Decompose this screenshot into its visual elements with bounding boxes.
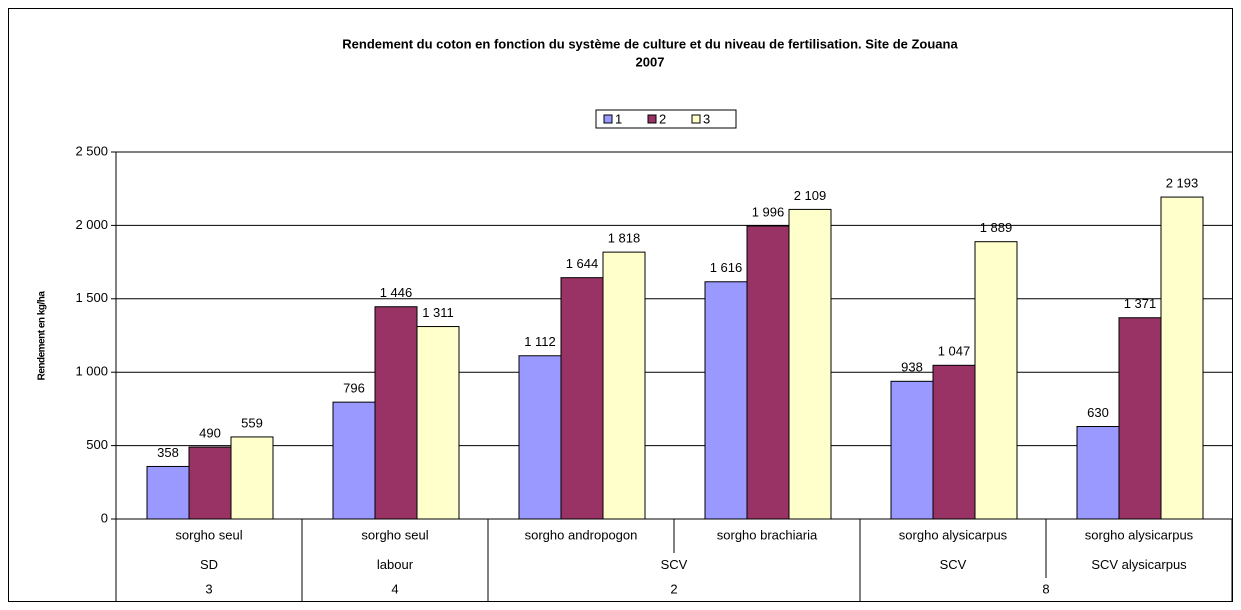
x-tick-label: SCV — [940, 557, 967, 572]
data-label: 1 371 — [1124, 296, 1157, 311]
bar — [932, 364, 976, 520]
data-label: 358 — [157, 445, 179, 460]
bar — [788, 208, 832, 520]
data-label: 1 047 — [938, 344, 971, 359]
y-tick-label: 0 — [101, 510, 108, 525]
x-tick-label: sorgho brachiaria — [717, 527, 818, 542]
y-axis-label: Rendement en kg/ha — [37, 291, 48, 381]
data-label: 630 — [1087, 405, 1109, 420]
bar — [1160, 196, 1204, 520]
x-tick-label: SD — [200, 557, 218, 572]
x-tick-label: 8 — [1042, 581, 1049, 596]
bar — [332, 401, 376, 520]
bar — [1076, 426, 1120, 520]
data-label: 1 446 — [380, 285, 413, 300]
bar — [230, 436, 274, 520]
bar — [1118, 317, 1162, 520]
data-label: 559 — [241, 415, 263, 430]
x-tick-label: sorgho seul — [175, 527, 242, 542]
y-tick-label: 2 500 — [75, 143, 108, 158]
y-tick-label: 2 000 — [75, 217, 108, 232]
y-tick-label: 500 — [86, 437, 108, 452]
bar — [602, 251, 646, 520]
legend-swatch — [647, 114, 657, 124]
bar — [974, 241, 1018, 520]
data-label: 796 — [343, 381, 365, 396]
bar — [146, 465, 190, 520]
x-tick-label: 2 — [670, 581, 677, 596]
bar — [746, 225, 790, 520]
data-label: 1 644 — [566, 256, 599, 271]
bar — [188, 446, 232, 520]
data-label: 1 616 — [710, 260, 743, 275]
bar — [560, 277, 604, 520]
bar — [518, 355, 562, 520]
data-label: 2 109 — [794, 188, 827, 203]
data-label: 1 996 — [752, 204, 785, 219]
x-tick-label: 4 — [391, 581, 398, 596]
x-tick-label: 3 — [205, 581, 212, 596]
data-label: 938 — [901, 360, 923, 375]
y-tick-label: 1 000 — [75, 364, 108, 379]
data-label: 1 311 — [422, 305, 454, 320]
legend-label: 2 — [659, 111, 666, 126]
bar — [890, 380, 934, 520]
bar — [374, 306, 418, 520]
x-tick-label: sorgho andropogon — [525, 527, 638, 542]
data-label: 490 — [199, 426, 221, 441]
data-label: 1 818 — [608, 231, 641, 246]
y-tick-label: 1 500 — [75, 290, 108, 305]
bar — [704, 281, 748, 520]
legend-swatch — [603, 114, 613, 124]
x-tick-label: labour — [377, 557, 414, 572]
x-tick-label: SCV — [661, 557, 688, 572]
bar — [416, 326, 460, 520]
chart-title: 2007 — [636, 54, 665, 69]
data-label: 2 193 — [1166, 176, 1199, 191]
x-tick-label: sorgho alysicarpus — [899, 527, 1008, 542]
legend-swatch — [691, 114, 701, 124]
legend-label: 3 — [703, 111, 710, 126]
x-tick-label: sorgho alysicarpus — [1085, 527, 1194, 542]
x-tick-label: SCV alysicarpus — [1091, 557, 1187, 572]
chart-title: Rendement du coton en fonction du systèm… — [342, 36, 958, 51]
x-tick-label: sorgho seul — [361, 527, 428, 542]
legend-label: 1 — [615, 111, 622, 126]
legend-box — [595, 109, 737, 129]
data-label: 1 112 — [524, 334, 556, 349]
data-label: 1 889 — [980, 220, 1013, 235]
